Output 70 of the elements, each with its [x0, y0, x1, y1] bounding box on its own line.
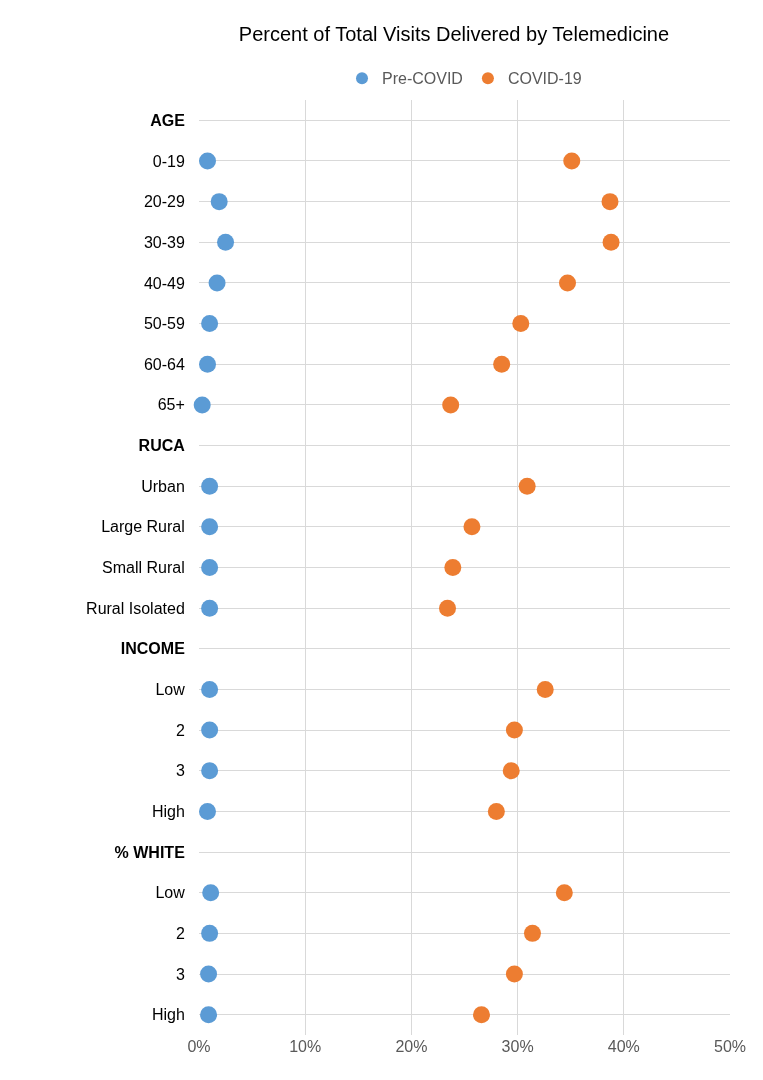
y-tick-label: High: [151, 1006, 185, 1024]
point: [201, 680, 219, 698]
y-tick-label: 65+: [157, 396, 185, 414]
point: [502, 762, 520, 780]
point: [518, 477, 536, 495]
point: [200, 1006, 218, 1024]
y-tick-label: 0-19: [152, 152, 185, 170]
point: [199, 355, 216, 373]
point: [193, 396, 211, 414]
y-tick-label: AGE: [150, 111, 186, 129]
legend-label: COVID-19: [507, 70, 582, 88]
point: [201, 762, 219, 780]
point: [536, 680, 554, 698]
point: [505, 965, 523, 983]
point: [523, 924, 541, 942]
point: [444, 559, 462, 576]
y-tick-label: % WHITE: [114, 843, 186, 861]
point: [200, 965, 218, 983]
y-tick-label: Urban: [141, 477, 185, 495]
point: [217, 233, 235, 251]
y-tick-label: 50-59: [143, 315, 185, 333]
point: [487, 802, 505, 820]
point: [463, 518, 481, 536]
legend-label: Pre-COVID: [382, 70, 463, 88]
y-tick-label: 3: [175, 965, 185, 983]
point: [199, 802, 216, 820]
point: [473, 1006, 490, 1024]
point: [201, 721, 219, 739]
y-tick-label: Low: [155, 681, 186, 699]
point: [505, 721, 523, 739]
point: [201, 518, 219, 536]
point: [199, 152, 216, 170]
point: [512, 315, 530, 333]
point: [210, 193, 228, 211]
point: [602, 233, 620, 251]
point: [201, 315, 219, 333]
point: [201, 599, 219, 617]
y-tick-label: 20-29: [143, 193, 185, 211]
point: [563, 152, 581, 170]
point: [201, 559, 219, 576]
point: [202, 884, 220, 902]
x-tick-label: 20%: [395, 1038, 428, 1055]
point: [442, 396, 460, 414]
x-tick-label: 40%: [607, 1038, 640, 1055]
y-tick-label: 2: [175, 924, 185, 942]
x-tick-label: 0%: [187, 1038, 211, 1055]
point: [559, 274, 577, 292]
y-tick-label: 40-49: [143, 274, 185, 292]
point: [555, 884, 573, 902]
point: [208, 274, 226, 292]
y-tick-label: RUCA: [138, 437, 186, 455]
y-tick-label: 2: [175, 721, 185, 739]
y-tick-label: Low: [155, 884, 186, 902]
x-tick-label: 30%: [501, 1038, 534, 1055]
y-tick-label: INCOME: [120, 640, 186, 658]
chart-title: Percent of Total Visits Delivered by Telemedicine: [238, 23, 670, 45]
point: [601, 193, 619, 211]
y-tick-label: Rural Isolated: [86, 599, 185, 617]
y-tick-label: Small Rural: [102, 559, 185, 577]
y-tick-label: 3: [175, 762, 185, 780]
point: [201, 477, 219, 495]
point: [439, 599, 457, 617]
y-tick-label: Large Rural: [101, 518, 185, 536]
y-tick-label: High: [151, 803, 185, 821]
y-tick-label: 60-64: [143, 355, 185, 373]
point: [493, 355, 511, 373]
y-tick-label: 30-39: [143, 233, 185, 251]
point: [201, 924, 219, 942]
x-tick-label: 50%: [713, 1038, 747, 1055]
x-tick-label: 10%: [289, 1038, 322, 1055]
